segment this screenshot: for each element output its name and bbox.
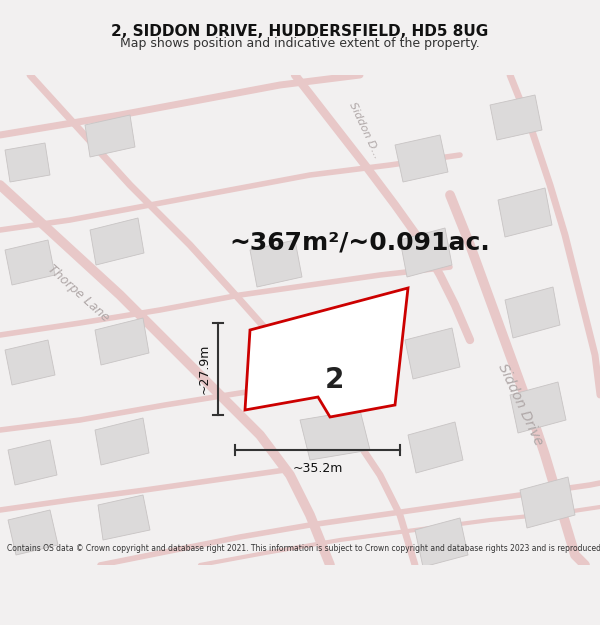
Polygon shape <box>405 328 460 379</box>
Text: Siddon Drive: Siddon Drive <box>495 362 545 448</box>
Text: Map shows position and indicative extent of the property.: Map shows position and indicative extent… <box>120 38 480 51</box>
Text: Contains OS data © Crown copyright and database right 2021. This information is : Contains OS data © Crown copyright and d… <box>7 544 600 553</box>
Polygon shape <box>395 135 448 182</box>
Polygon shape <box>95 318 149 365</box>
Polygon shape <box>90 218 144 265</box>
Polygon shape <box>5 340 55 385</box>
Polygon shape <box>8 440 57 485</box>
Text: ~35.2m: ~35.2m <box>292 461 343 474</box>
Text: ~367m²/~0.091ac.: ~367m²/~0.091ac. <box>230 231 490 255</box>
Polygon shape <box>98 495 150 540</box>
Polygon shape <box>245 288 408 417</box>
Polygon shape <box>510 382 566 433</box>
Text: Siddon D...: Siddon D... <box>347 100 382 160</box>
Polygon shape <box>415 518 468 567</box>
Polygon shape <box>300 410 370 460</box>
Polygon shape <box>408 422 463 473</box>
Text: Thorpe Lane: Thorpe Lane <box>44 262 112 324</box>
Polygon shape <box>490 95 542 140</box>
Polygon shape <box>400 228 452 277</box>
Polygon shape <box>498 188 552 237</box>
Polygon shape <box>85 115 135 157</box>
Text: 2: 2 <box>325 366 344 394</box>
Polygon shape <box>5 143 50 182</box>
Polygon shape <box>8 510 58 555</box>
Polygon shape <box>250 240 302 287</box>
Polygon shape <box>520 477 575 528</box>
Text: ~27.9m: ~27.9m <box>197 344 211 394</box>
Polygon shape <box>505 287 560 338</box>
Polygon shape <box>5 240 55 285</box>
Polygon shape <box>95 418 149 465</box>
Text: 2, SIDDON DRIVE, HUDDERSFIELD, HD5 8UG: 2, SIDDON DRIVE, HUDDERSFIELD, HD5 8UG <box>112 24 488 39</box>
